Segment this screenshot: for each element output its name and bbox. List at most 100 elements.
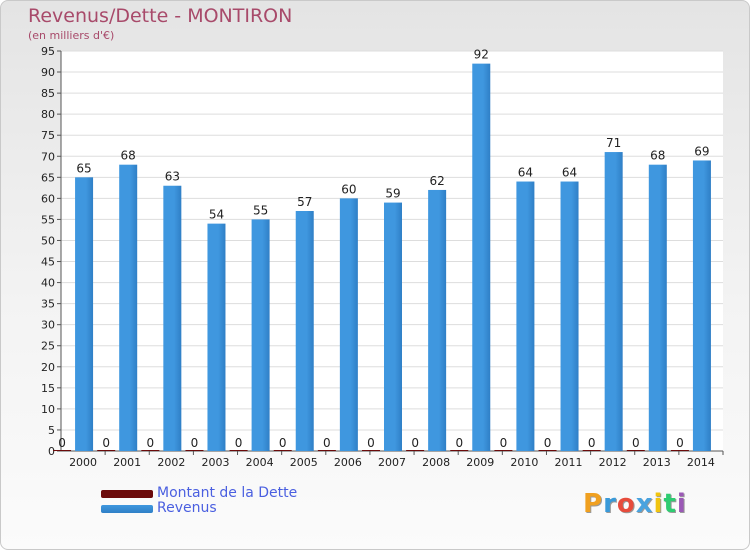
x-tick-label: 2003 (201, 456, 229, 469)
bar-debt (53, 450, 72, 451)
bar-revenue (516, 181, 535, 452)
data-label-revenue: 64 (562, 166, 577, 180)
x-tick-label: 2012 (599, 456, 627, 469)
data-label-debt: 0 (588, 436, 596, 450)
data-label-debt: 0 (632, 436, 640, 450)
bar-revenue (75, 177, 94, 451)
y-tick-label: 90 (41, 66, 55, 79)
legend-swatch-revenue (101, 505, 153, 513)
bar-revenue (428, 189, 447, 451)
bar-revenue (604, 152, 623, 452)
x-tick-label: 2007 (378, 456, 406, 469)
y-tick-label: 65 (41, 171, 55, 184)
legend-label-debt: Montant de la Dette (157, 485, 298, 501)
bar-debt (229, 450, 248, 451)
bar-revenue (472, 63, 491, 451)
data-label-revenue: 62 (429, 174, 444, 188)
x-tick-label: 2004 (246, 456, 274, 469)
y-tick-label: 85 (41, 87, 55, 100)
bar-debt (362, 450, 380, 451)
data-label-debt: 0 (279, 436, 287, 450)
logo-letter: P (583, 489, 604, 519)
logo-letter: t (663, 489, 677, 519)
x-tick-label: 2000 (69, 456, 97, 469)
data-label-debt: 0 (147, 436, 155, 450)
bar-revenue (384, 202, 402, 451)
data-label-revenue: 57 (297, 195, 312, 209)
data-label-revenue: 63 (165, 170, 180, 184)
bar-revenue (119, 164, 138, 451)
x-tick-label: 2008 (422, 456, 450, 469)
bar-debt (273, 450, 292, 451)
y-tick-label: 30 (41, 319, 55, 332)
data-label-debt: 0 (367, 436, 375, 450)
bar-revenue (692, 160, 711, 451)
x-tick-label: 2011 (555, 456, 583, 469)
bar-debt (670, 450, 689, 451)
data-label-revenue: 92 (474, 48, 489, 62)
bar-revenue (295, 211, 314, 451)
bar-revenue (648, 164, 667, 451)
x-tick-label: 2005 (290, 456, 318, 469)
y-tick-label: 10 (41, 403, 55, 416)
bar-debt (141, 450, 160, 451)
y-tick-label: 0 (48, 445, 55, 458)
bar-debt (97, 450, 116, 451)
data-label-debt: 0 (676, 436, 684, 450)
y-tick-label: 70 (41, 150, 55, 163)
x-tick-label: 2006 (334, 456, 362, 469)
bar-debt (538, 450, 557, 451)
y-tick-label: 75 (41, 129, 55, 142)
bar-revenue (339, 198, 358, 451)
bar-revenue (251, 219, 270, 451)
bar-revenue (163, 185, 182, 451)
data-label-revenue: 59 (385, 187, 400, 201)
y-tick-label: 5 (48, 424, 55, 437)
logo-letter: o (616, 489, 636, 519)
y-tick-label: 25 (41, 340, 55, 353)
data-label-revenue: 60 (341, 182, 356, 196)
y-tick-label: 95 (41, 45, 55, 58)
data-label-debt: 0 (544, 436, 552, 450)
logo-letter: r (603, 489, 617, 519)
logo-letter: i (676, 489, 687, 519)
bar-debt (406, 450, 425, 451)
bar-revenue (207, 223, 226, 451)
chart-subtitle: (en milliers d'€) (28, 29, 115, 42)
data-label-debt: 0 (235, 436, 243, 450)
bar-debt (450, 450, 469, 451)
bar-debt (582, 450, 601, 451)
chart-title: Revenus/Dette - MONTIRON (28, 5, 293, 27)
data-label-debt: 0 (323, 436, 331, 450)
x-tick-label: 2001 (113, 456, 141, 469)
data-label-debt: 0 (58, 436, 66, 450)
y-tick-label: 55 (41, 213, 55, 226)
bar-debt (494, 450, 513, 451)
bar-debt (626, 450, 645, 451)
x-tick-label: 2010 (510, 456, 538, 469)
data-label-revenue: 69 (694, 144, 709, 158)
logo-letter: i (653, 489, 664, 519)
x-tick-label: 2009 (466, 456, 494, 469)
data-label-revenue: 54 (209, 208, 224, 222)
y-tick-label: 20 (41, 361, 55, 374)
data-label-revenue: 65 (76, 161, 91, 175)
bar-revenue (560, 181, 579, 452)
legend-label-revenue: Revenus (157, 500, 217, 516)
logo-letter: x (635, 489, 654, 519)
data-label-revenue: 68 (121, 149, 136, 163)
proxiti-logo: Proxiti (583, 489, 687, 519)
data-label-debt: 0 (191, 436, 199, 450)
data-label-revenue: 68 (650, 149, 665, 163)
data-label-revenue: 55 (253, 203, 268, 217)
x-tick-label: 2013 (643, 456, 671, 469)
y-tick-label: 80 (41, 108, 55, 121)
y-tick-label: 15 (41, 382, 55, 395)
legend-swatch-debt (101, 490, 153, 498)
data-label-debt: 0 (455, 436, 463, 450)
x-tick-label: 2014 (687, 456, 715, 469)
x-tick-label: 2002 (157, 456, 185, 469)
y-tick-label: 60 (41, 192, 55, 205)
